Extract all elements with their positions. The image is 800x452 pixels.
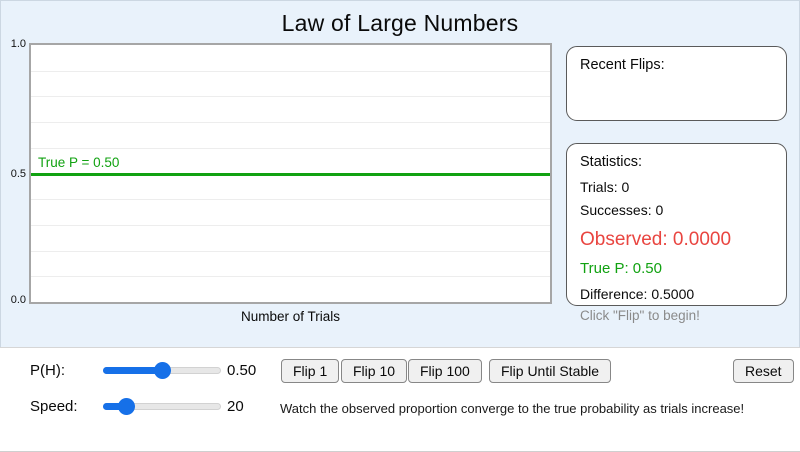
y-axis-tick-0.0: 0.0 bbox=[10, 294, 26, 306]
stat-begin-hint: Click "Flip" to begin! bbox=[580, 308, 700, 323]
probability-slider[interactable] bbox=[103, 362, 221, 379]
stat-difference: Difference: 0.5000 bbox=[580, 286, 695, 302]
gridline bbox=[31, 224, 550, 226]
controls-panel: P(H): 0.50 Speed: 20 Flip 1 Flip 10 Flip… bbox=[0, 347, 800, 452]
slider-fill bbox=[103, 403, 127, 410]
flip-100-button[interactable]: Flip 100 bbox=[408, 359, 482, 383]
flip-until-stable-button[interactable]: Flip Until Stable bbox=[489, 359, 612, 383]
probability-value: 0.50 bbox=[227, 362, 257, 379]
slider-fill bbox=[103, 367, 162, 374]
gridline bbox=[31, 70, 550, 72]
gridline bbox=[31, 276, 550, 278]
flip-1-button[interactable]: Flip 1 bbox=[281, 359, 340, 383]
true-probability-label: True P = 0.50 bbox=[38, 154, 120, 170]
recent-flips-box: Recent Flips: bbox=[566, 46, 787, 121]
recent-flips-title: Recent Flips: bbox=[580, 57, 665, 73]
gridline bbox=[31, 147, 550, 149]
gridline bbox=[31, 250, 550, 252]
stat-observed: Observed: 0.0000 bbox=[580, 229, 732, 250]
true-probability-line bbox=[31, 172, 550, 176]
y-axis-tick-0.5: 0.5 bbox=[10, 168, 26, 180]
probability-slider-label: P(H): bbox=[30, 362, 65, 379]
speed-slider-label: Speed: bbox=[30, 398, 78, 415]
speed-value: 20 bbox=[227, 398, 244, 415]
convergence-hint-text: Watch the observed proportion converge t… bbox=[280, 401, 745, 416]
stat-trials: Trials: 0 bbox=[580, 179, 630, 195]
simulation-panel: Law of Large Numbers 1.0 0.5 0.0 True P … bbox=[0, 0, 800, 347]
gridline bbox=[31, 199, 550, 201]
slider-thumb[interactable] bbox=[153, 362, 171, 379]
gridline bbox=[31, 122, 550, 124]
flip-10-button[interactable]: Flip 10 bbox=[341, 359, 408, 383]
x-axis-label: Number of Trials bbox=[240, 309, 341, 324]
gridline bbox=[31, 96, 550, 98]
reset-button[interactable]: Reset bbox=[733, 359, 794, 383]
y-axis-tick-1.0: 1.0 bbox=[10, 38, 26, 50]
statistics-title: Statistics: bbox=[580, 154, 643, 170]
slider-thumb[interactable] bbox=[118, 398, 136, 415]
stat-true-p: True P: 0.50 bbox=[580, 260, 662, 277]
convergence-chart: True P = 0.50 bbox=[29, 43, 552, 304]
page-title: Law of Large Numbers bbox=[281, 10, 519, 36]
statistics-box: Statistics: Trials: 0 Successes: 0 Obser… bbox=[566, 143, 787, 323]
stat-successes: Successes: 0 bbox=[580, 202, 664, 218]
speed-slider[interactable] bbox=[103, 398, 221, 415]
